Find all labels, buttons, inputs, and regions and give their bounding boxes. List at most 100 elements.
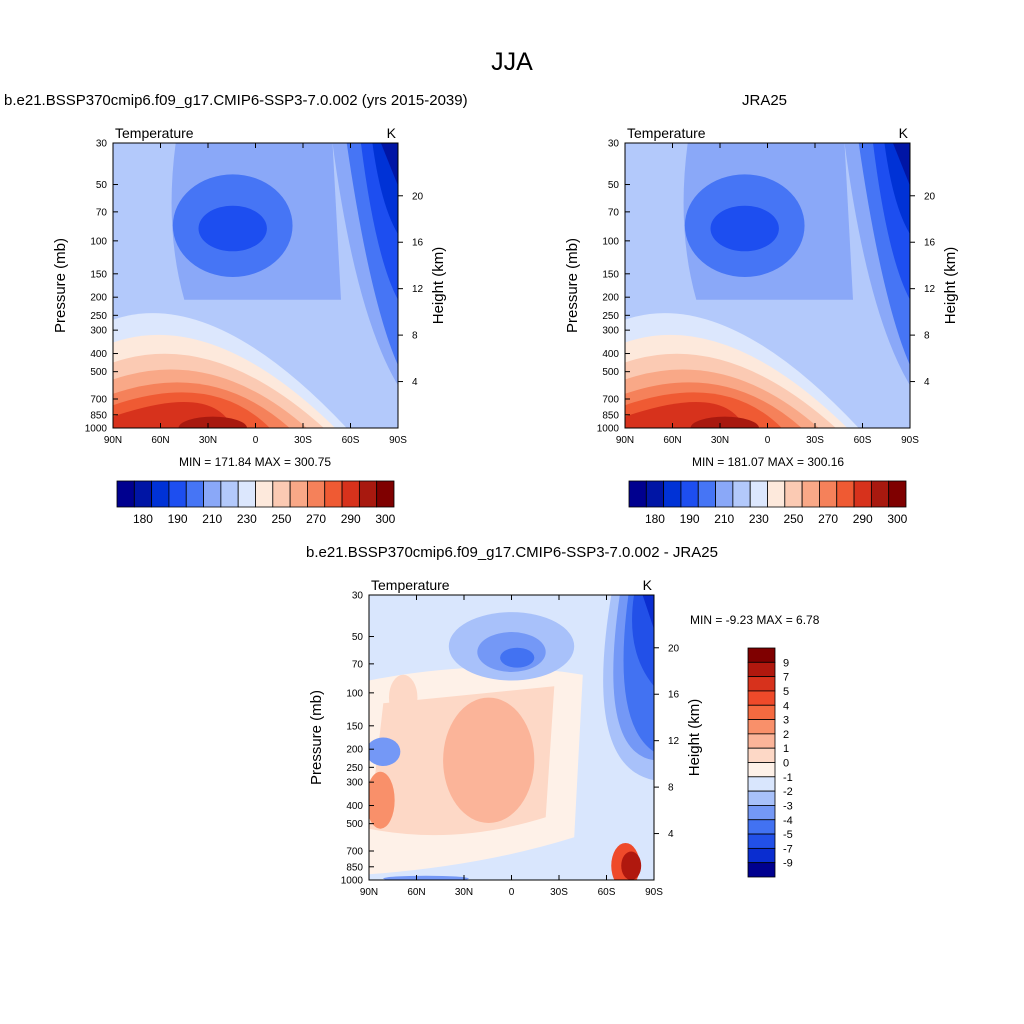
- field-warm-core: [690, 416, 759, 428]
- y2-tick-label: 8: [412, 331, 418, 342]
- colorbar-swatch: [645, 480, 665, 508]
- panel-field-1: [625, 143, 910, 428]
- y2-tick-label: 12: [412, 284, 424, 295]
- y2-tick-label: 8: [924, 331, 930, 342]
- y-tick-label: 200: [90, 293, 107, 304]
- x-tick-label: 30N: [711, 435, 729, 446]
- colorbar-swatch: [747, 704, 776, 720]
- colorbar-label: -1: [783, 772, 793, 784]
- colorbar-swatch: [853, 480, 872, 508]
- y2-tick-label: 16: [412, 238, 424, 249]
- y-tick-label: 200: [346, 745, 363, 756]
- min-max-stats: MIN = -9.23 MAX = 6.78: [690, 613, 820, 627]
- y-tick-label: 70: [352, 659, 364, 670]
- colorbar-swatch: [628, 480, 647, 508]
- colorbar-swatch: [168, 480, 187, 508]
- y-tick-label: 400: [602, 349, 619, 360]
- field-antarctic-warm-core: [621, 851, 642, 880]
- field-sp-5: [892, 143, 910, 186]
- colorbar-swatch: [747, 819, 776, 835]
- y2-tick-label: 16: [668, 690, 680, 701]
- colorbar-swatch: [747, 719, 776, 735]
- field-cold-4: [369, 737, 401, 766]
- colorbar-label: 230: [749, 512, 769, 526]
- colorbar-label: 250: [271, 512, 291, 526]
- y2-tick-label: 4: [412, 377, 418, 388]
- y-tick-label: 850: [346, 862, 363, 873]
- x-tick-label: 60S: [598, 887, 616, 898]
- field-sp-5: [642, 595, 654, 630]
- y2-axis-title: Height (km): [942, 247, 959, 325]
- colorbar-swatch: [697, 480, 716, 508]
- colorbar-swatch: [185, 480, 204, 508]
- y-tick-label: 250: [90, 311, 107, 322]
- colorbar-swatch: [747, 805, 776, 821]
- y-tick-label: 150: [346, 721, 363, 732]
- y-tick-label: 1000: [597, 424, 620, 435]
- colorbar-swatch: [747, 747, 776, 763]
- colorbar-swatch: [133, 480, 153, 508]
- colorbar-swatch: [237, 480, 256, 508]
- panel-title-difference: b.e21.BSSP370cmip6.f09_g17.CMIP6-SSP3-7.…: [306, 544, 718, 561]
- field-cold-3: [500, 647, 535, 668]
- colorbar-swatch: [272, 480, 291, 508]
- colorbar-swatch: [220, 480, 239, 508]
- x-tick-label: 30S: [294, 435, 312, 446]
- x-tick-label: 90N: [616, 435, 634, 446]
- y-tick-label: 30: [352, 591, 364, 602]
- colorbar-swatch: [341, 480, 360, 508]
- y-tick-label: 250: [602, 311, 619, 322]
- panel-title-reanalysis: JRA25: [742, 92, 788, 109]
- x-tick-label: 90S: [645, 887, 663, 898]
- y-tick-label: 150: [90, 269, 107, 280]
- colorbar-swatch: [376, 480, 395, 508]
- colorbar-swatch: [732, 480, 751, 508]
- colorbar-swatch: [307, 480, 326, 508]
- colorbar-swatch: [747, 676, 776, 692]
- x-tick-label: 60N: [151, 435, 169, 446]
- y2-tick-label: 20: [668, 643, 680, 654]
- colorbar-swatch: [784, 480, 803, 508]
- y-tick-label: 300: [602, 326, 619, 337]
- subtitle-variable: Temperature: [371, 577, 450, 593]
- colorbar-swatch: [747, 690, 776, 706]
- colorbar-swatch: [289, 480, 308, 508]
- colorbar-label: 290: [853, 512, 873, 526]
- y-tick-label: 1000: [341, 876, 364, 887]
- colorbar-label: -3: [783, 800, 793, 812]
- y-tick-label: 500: [90, 367, 107, 378]
- colorbar-label: 1: [783, 743, 789, 755]
- y2-tick-label: 20: [412, 191, 424, 202]
- colorbar-swatch: [324, 480, 343, 508]
- colorbar-swatch: [203, 480, 222, 508]
- colorbar-label: 5: [783, 686, 789, 698]
- colorbar-swatch: [767, 480, 786, 508]
- y-tick-label: 100: [346, 688, 363, 699]
- colorbar-swatch: [680, 480, 699, 508]
- y2-tick-label: 16: [924, 238, 936, 249]
- colorbar-swatch: [747, 833, 776, 849]
- y-tick-label: 200: [602, 293, 619, 304]
- y-tick-label: 400: [90, 349, 107, 360]
- colorbar-label: -5: [783, 829, 793, 841]
- colorbar-label: 190: [680, 512, 700, 526]
- y-tick-label: 50: [608, 180, 620, 191]
- colorbar-label: 190: [168, 512, 188, 526]
- colorbar-swatch: [747, 647, 776, 663]
- colorbar-label: 210: [202, 512, 222, 526]
- field-sp-4: [632, 595, 654, 687]
- y2-tick-label: 8: [668, 783, 674, 794]
- subtitle-variable: Temperature: [115, 125, 194, 141]
- field-surface-cold: [383, 875, 469, 880]
- colorbar-label: 2: [783, 729, 789, 741]
- y-tick-label: 500: [346, 819, 363, 830]
- colorbar-swatch: [801, 480, 820, 508]
- colorbar-swatch: [747, 733, 776, 749]
- x-tick-label: 30N: [455, 887, 473, 898]
- panel-field-0: [113, 143, 398, 428]
- colorbar-swatch: [663, 480, 682, 508]
- x-tick-label: 30S: [550, 887, 568, 898]
- x-tick-label: 0: [253, 435, 259, 446]
- y-tick-label: 500: [602, 367, 619, 378]
